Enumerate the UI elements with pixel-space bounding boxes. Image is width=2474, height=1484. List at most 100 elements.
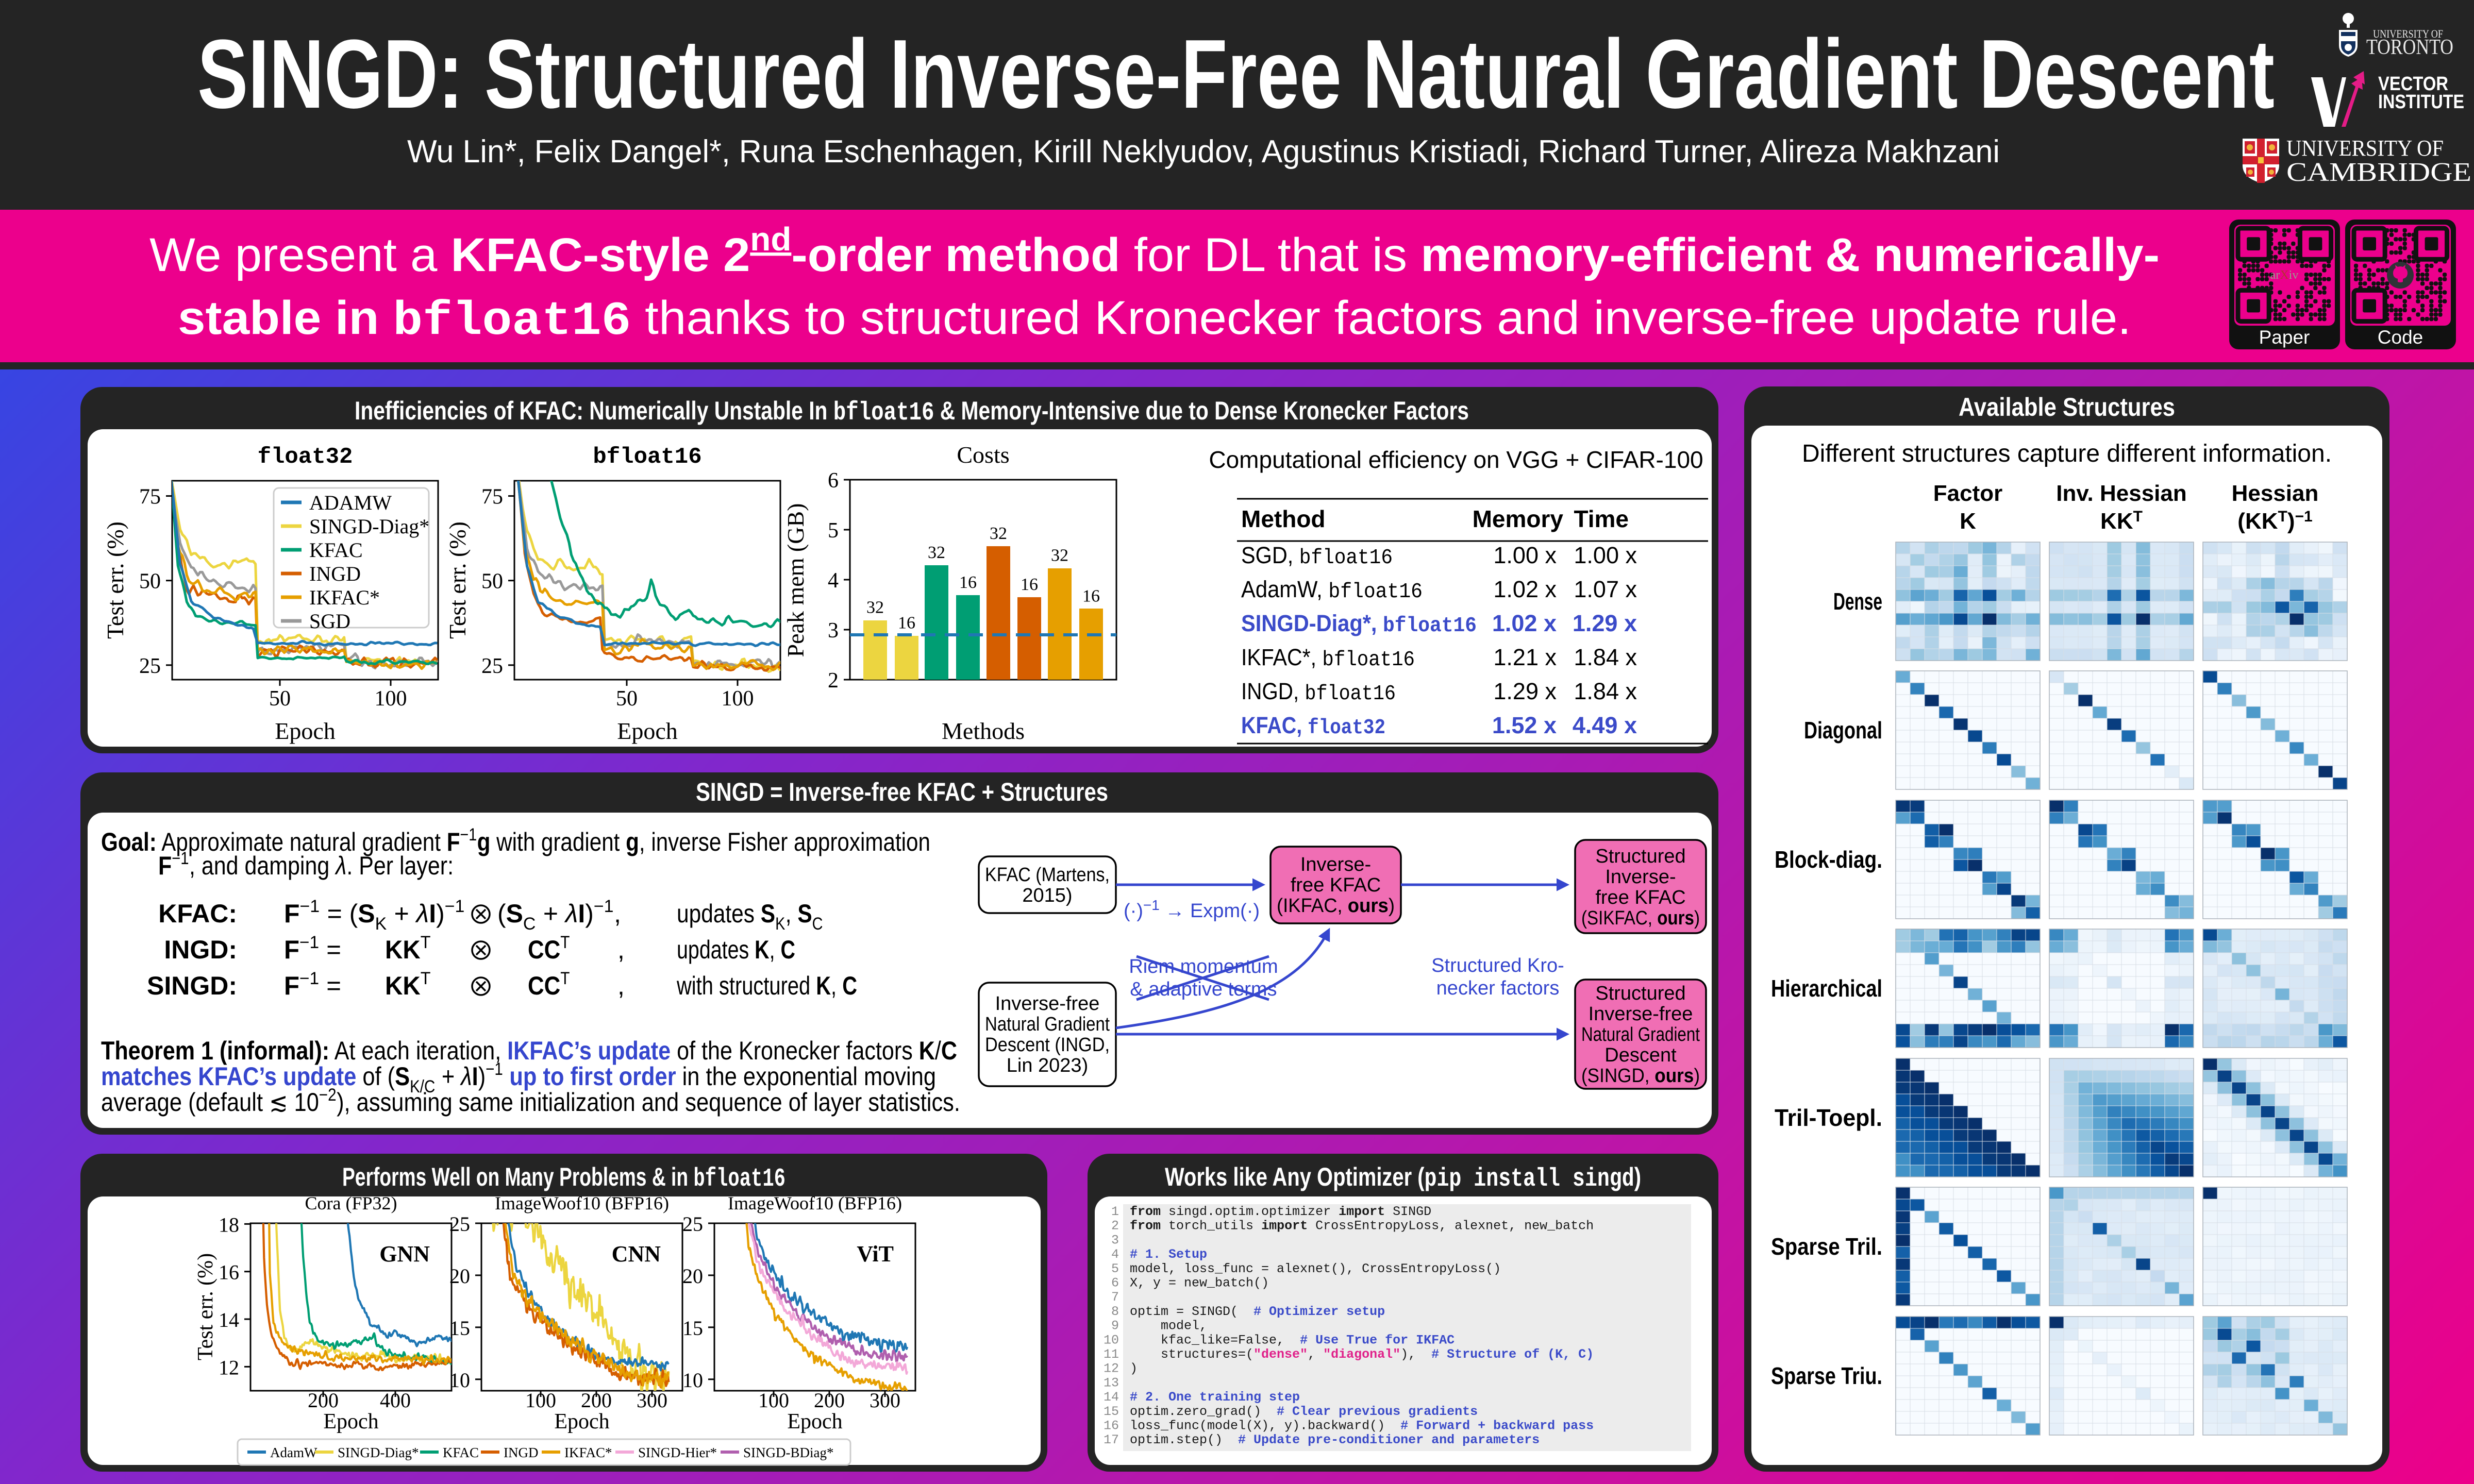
svg-text:CCT: CCT bbox=[528, 933, 570, 964]
svg-text:AdamW, bfloat16: AdamW, bfloat16 bbox=[1241, 576, 1423, 604]
svg-text:KFAC, float32: KFAC, float32 bbox=[1241, 712, 1385, 740]
svg-text:10: 10 bbox=[682, 1369, 703, 1392]
svg-text:free KFAC: free KFAC bbox=[1291, 874, 1381, 896]
svg-text:20: 20 bbox=[682, 1264, 703, 1288]
svg-text:Different structures capture d: Different structures capture different i… bbox=[1802, 440, 2332, 467]
svg-text:F−1 , and damping λ. Per layer: F−1 , and damping λ. Per layer: bbox=[158, 849, 454, 880]
svg-text:Structured Kro-: Structured Kro- bbox=[1431, 955, 1564, 976]
svg-text:Theorem 1 (informal): At each: Theorem 1 (informal): At each iteration,… bbox=[101, 1036, 957, 1065]
svg-text:400: 400 bbox=[380, 1389, 411, 1412]
svg-text:average (default ≲ 10−2 ), ass: average (default ≲ 10−2 ), assuming same… bbox=[101, 1085, 960, 1117]
svg-text:Hessian: Hessian bbox=[2232, 481, 2319, 506]
svg-text:Paper: Paper bbox=[2259, 327, 2310, 348]
svg-text:KFAC: KFAC bbox=[443, 1445, 479, 1460]
svg-text:12: 12 bbox=[219, 1356, 239, 1379]
svg-text:): ) bbox=[1130, 1361, 1138, 1376]
svg-text:1.84 x: 1.84 x bbox=[1574, 678, 1637, 704]
svg-text:SINGD-Hier*: SINGD-Hier* bbox=[638, 1445, 717, 1460]
svg-text:KFAC (Martens,: KFAC (Martens, bbox=[985, 864, 1110, 886]
svg-text:updates K, C: updates K, C bbox=[677, 935, 795, 964]
svg-text:1.52 x: 1.52 x bbox=[1492, 712, 1557, 738]
svg-text:Structured: Structured bbox=[1595, 846, 1685, 867]
svg-text:1.00 x: 1.00 x bbox=[1574, 542, 1637, 568]
svg-text:INGD: INGD bbox=[309, 562, 361, 585]
svg-text:IKFAC*, bfloat16: IKFAC*, bfloat16 bbox=[1241, 644, 1415, 672]
svg-text:stable in bfloat16 thanks to s: stable in bfloat16 thanks to structured … bbox=[178, 292, 2131, 348]
svg-text:optim.zero_grad() # Clear pre: optim.zero_grad() # Clear previous gradi… bbox=[1130, 1404, 1478, 1419]
svg-text:200: 200 bbox=[581, 1389, 612, 1412]
svg-text:F−1 =: F−1 = bbox=[284, 933, 341, 964]
svg-text:Works like Any Optimizer (pip: Works like Any Optimizer (pip install si… bbox=[1165, 1162, 1641, 1194]
svg-text:Epoch: Epoch bbox=[617, 718, 678, 744]
svg-text:25: 25 bbox=[139, 654, 161, 678]
svg-text:SGD: SGD bbox=[309, 610, 350, 633]
svg-text:F−1 = (SK + λI)−1: F−1 = (SK + λI)−1 bbox=[284, 897, 465, 934]
svg-text:Descent (INGD,: Descent (INGD, bbox=[985, 1034, 1110, 1056]
svg-text:Inverse-: Inverse- bbox=[1300, 854, 1371, 875]
svg-text:18: 18 bbox=[219, 1213, 239, 1236]
svg-text:6: 6 bbox=[828, 469, 839, 493]
svg-text:Epoch: Epoch bbox=[787, 1410, 842, 1434]
svg-text:Dense: Dense bbox=[1833, 588, 1882, 615]
svg-text:KKT: KKT bbox=[385, 933, 431, 964]
svg-text:AdamW: AdamW bbox=[270, 1445, 317, 1460]
svg-text:INGD, bfloat16: INGD, bfloat16 bbox=[1241, 678, 1396, 706]
svg-text:1.84 x: 1.84 x bbox=[1574, 644, 1637, 670]
svg-text:16: 16 bbox=[959, 573, 977, 592]
svg-text:16: 16 bbox=[1104, 1419, 1119, 1434]
svg-text:Performs Well on Many Problems: Performs Well on Many Problems & in bflo… bbox=[342, 1162, 785, 1194]
svg-text:SINGD = Inverse-free KFAC + St: SINGD = Inverse-free KFAC + Structures bbox=[696, 778, 1108, 806]
svg-text:2015): 2015) bbox=[1022, 885, 1072, 906]
svg-text:Sparse Tril.: Sparse Tril. bbox=[1771, 1233, 1882, 1260]
svg-text:32: 32 bbox=[990, 524, 1007, 543]
svg-text:50: 50 bbox=[269, 687, 291, 711]
svg-text:bfloat16: bfloat16 bbox=[593, 444, 701, 470]
svg-text:INGD: INGD bbox=[504, 1445, 539, 1460]
svg-text:Inefficiencies of KFAC: Numeri: Inefficiencies of KFAC: Numerically Unst… bbox=[355, 396, 1469, 428]
svg-text:3: 3 bbox=[1111, 1233, 1119, 1247]
svg-text:1: 1 bbox=[1111, 1204, 1119, 1219]
svg-text:17: 17 bbox=[1104, 1432, 1119, 1447]
svg-text:ADAMW: ADAMW bbox=[309, 491, 392, 514]
svg-text:free KFAC: free KFAC bbox=[1595, 887, 1685, 908]
svg-text:GNN: GNN bbox=[379, 1241, 430, 1267]
svg-text:CCT: CCT bbox=[528, 969, 570, 1000]
svg-text:16: 16 bbox=[1082, 586, 1100, 605]
svg-text:2: 2 bbox=[1111, 1219, 1119, 1234]
svg-text:200: 200 bbox=[308, 1389, 339, 1412]
svg-text:Diagonal: Diagonal bbox=[1804, 717, 1882, 744]
svg-text:F−1 =: F−1 = bbox=[284, 969, 341, 1000]
svg-text:5: 5 bbox=[1111, 1261, 1119, 1276]
svg-text:32: 32 bbox=[928, 543, 945, 562]
svg-text:Method: Method bbox=[1241, 505, 1326, 532]
svg-text:Natural Gradient: Natural Gradient bbox=[1581, 1024, 1700, 1045]
svg-text:Inverse-free: Inverse-free bbox=[1589, 1003, 1693, 1025]
svg-text:6: 6 bbox=[1111, 1276, 1119, 1291]
svg-text:14: 14 bbox=[219, 1308, 239, 1331]
svg-text:matches KFAC’s update of (SK/C: matches KFAC’s update of (SK/C + λI)−1 u… bbox=[101, 1059, 936, 1097]
svg-text:4.49 x: 4.49 x bbox=[1573, 712, 1637, 738]
svg-text:1.02 x: 1.02 x bbox=[1493, 576, 1557, 602]
svg-text:32: 32 bbox=[866, 598, 884, 617]
svg-text:Goal: Approximate natural grad: Goal: Approximate natural gradient F−1 g… bbox=[101, 825, 930, 856]
svg-text:Costs: Costs bbox=[957, 442, 1009, 468]
svg-text:300: 300 bbox=[870, 1389, 900, 1412]
svg-text:(SINGD, ours): (SINGD, ours) bbox=[1581, 1065, 1700, 1087]
svg-text:INSTITUTE: INSTITUTE bbox=[2378, 91, 2464, 113]
svg-text:16: 16 bbox=[219, 1261, 239, 1284]
svg-text:25: 25 bbox=[682, 1212, 703, 1236]
svg-text:updates SK , SC: updates SK , SC bbox=[677, 899, 823, 934]
svg-text:15: 15 bbox=[682, 1317, 703, 1340]
svg-text:9: 9 bbox=[1111, 1319, 1119, 1334]
svg-text:kfac_like=False, # Use True f: kfac_like=False, # Use True for IKFAC bbox=[1130, 1333, 1455, 1347]
svg-text:1.21 x: 1.21 x bbox=[1493, 644, 1557, 670]
svg-text:16: 16 bbox=[1021, 575, 1038, 594]
svg-text:Cora (FP32): Cora (FP32) bbox=[305, 1193, 397, 1213]
svg-text:4: 4 bbox=[828, 569, 839, 593]
svg-text:Hierarchical: Hierarchical bbox=[1771, 975, 1882, 1002]
svg-text:11: 11 bbox=[1104, 1347, 1119, 1362]
svg-text:Epoch: Epoch bbox=[554, 1410, 609, 1434]
svg-text:75: 75 bbox=[139, 485, 161, 509]
svg-text:(KKT)−1: (KKT)−1 bbox=[2237, 508, 2312, 534]
svg-text:VECTOR: VECTOR bbox=[2378, 73, 2448, 95]
